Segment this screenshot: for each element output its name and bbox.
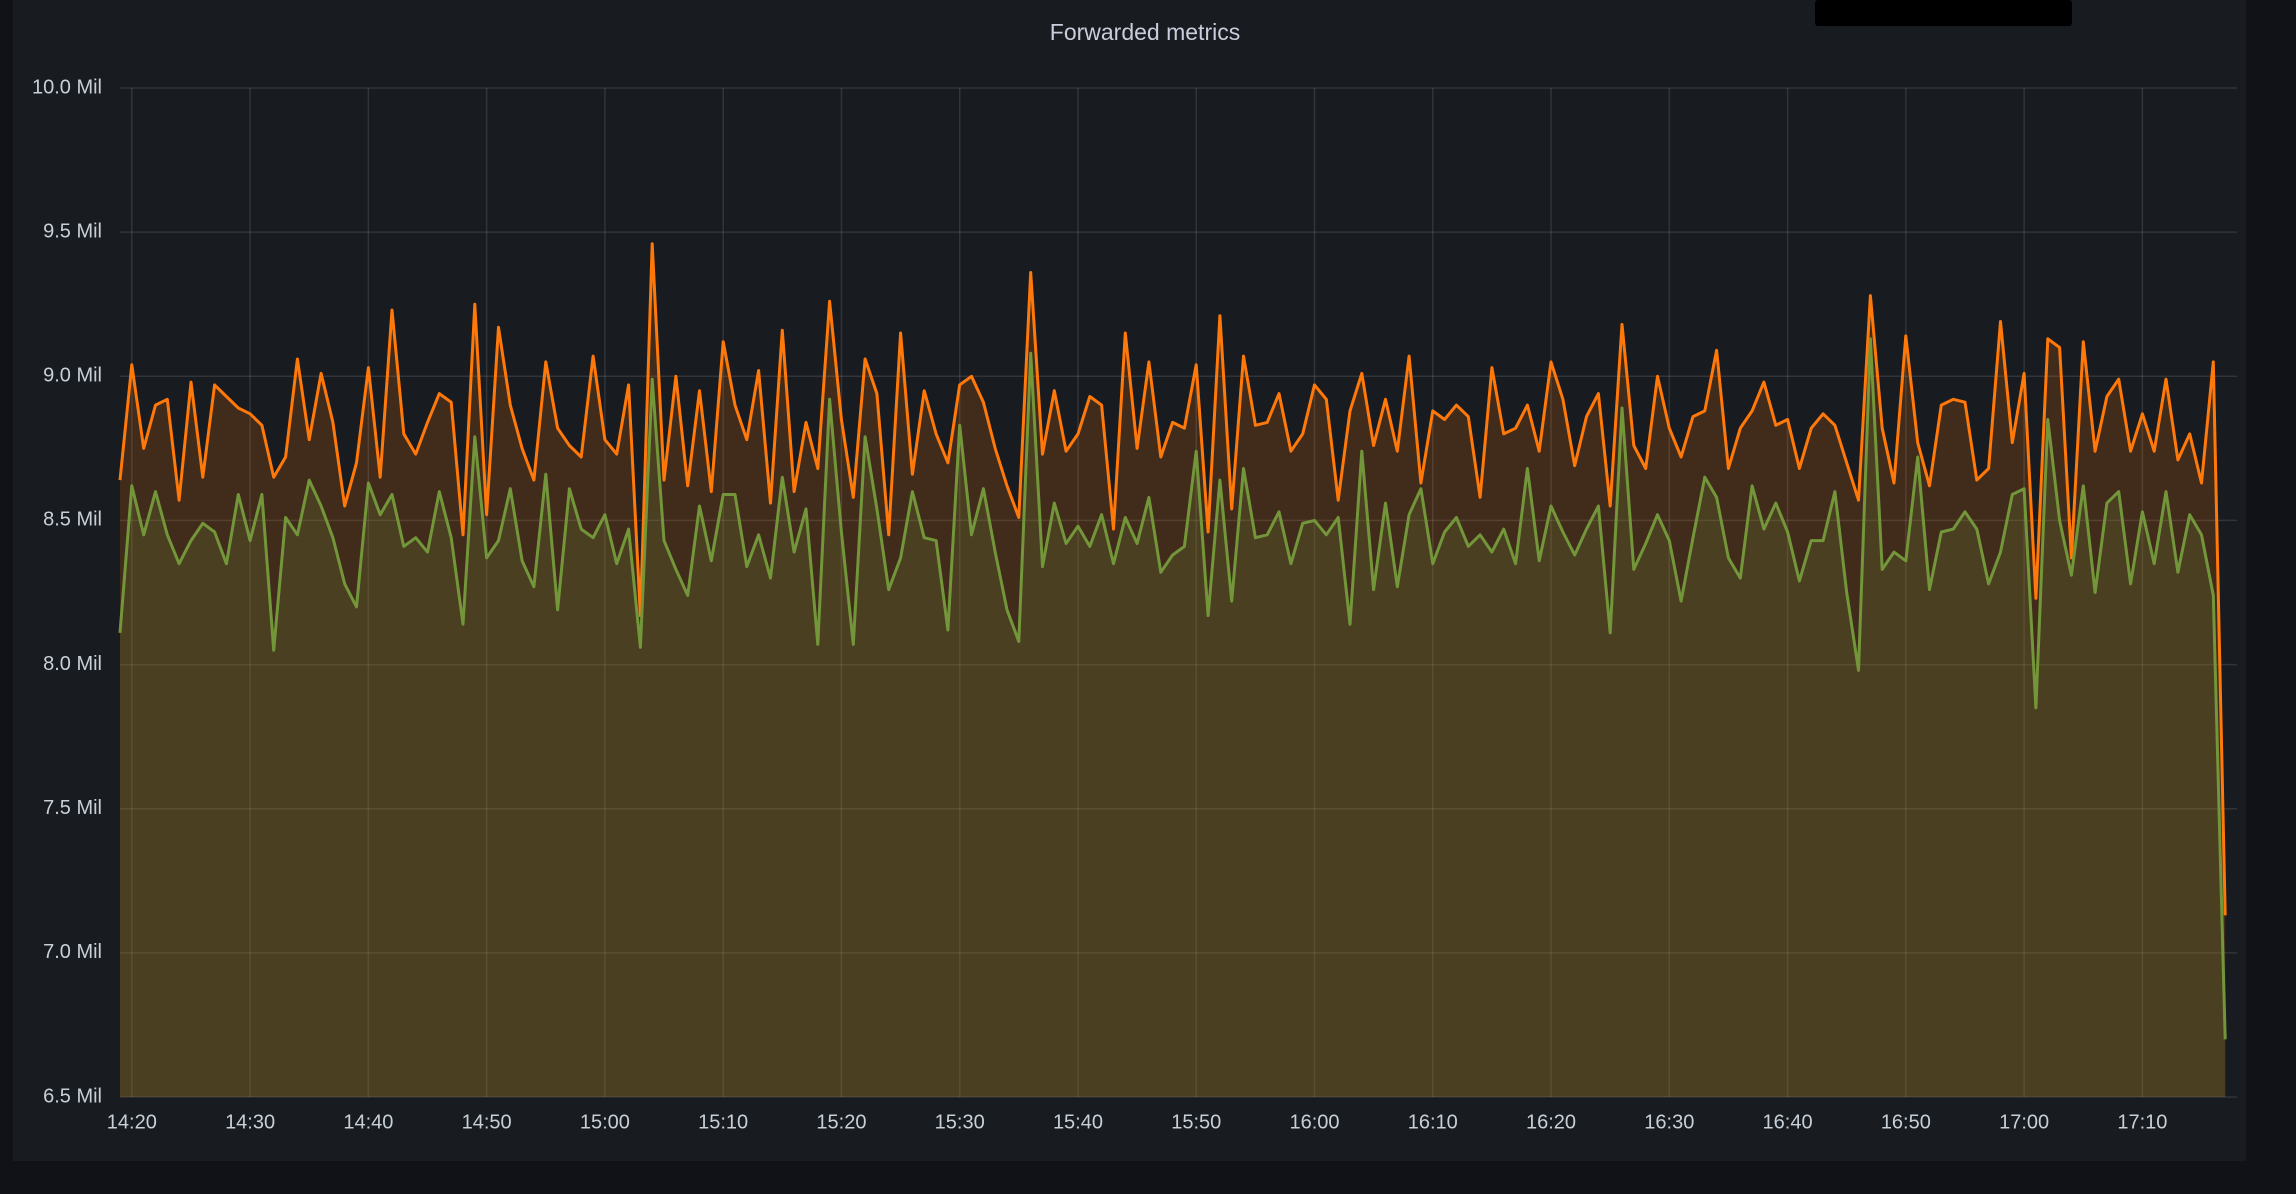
y-tick-label: 9.0 Mil (43, 365, 102, 387)
x-tick-label: 16:30 (1644, 1111, 1694, 1133)
x-tick-label: 17:10 (2117, 1111, 2167, 1133)
series-line (118, 337, 2227, 1040)
y-tick-label: 8.5 Mil (43, 509, 102, 531)
x-tick-label: 14:40 (343, 1111, 393, 1133)
y-tick-label: 6.5 Mil (43, 1085, 102, 1107)
x-tick-label: 16:50 (1881, 1111, 1931, 1133)
y-tick-label: 7.5 Mil (43, 797, 102, 819)
y-tick-label: 7.0 Mil (43, 941, 102, 963)
y-tick-label: 10.0 Mil (32, 76, 102, 98)
x-tick-label: 16:10 (1408, 1111, 1458, 1133)
plot-area (118, 242, 2227, 1097)
x-tick-label: 15:20 (816, 1111, 866, 1133)
x-tick-label: 15:00 (580, 1111, 630, 1133)
x-tick-label: 14:20 (107, 1111, 157, 1133)
x-tick-label: 15:50 (1171, 1111, 1221, 1133)
x-tick-label: 14:50 (462, 1111, 512, 1133)
series-line (118, 242, 2227, 916)
y-tick-label: 8.0 Mil (43, 653, 102, 675)
tooltip (1815, 0, 2072, 26)
chart-title: Forwarded metrics (1050, 19, 1240, 45)
grid (120, 87, 2237, 1098)
panel (13, 0, 2246, 1161)
x-tick-label: 14:30 (225, 1111, 275, 1133)
x-tick-label: 16:40 (1763, 1111, 1813, 1133)
x-tick-label: 16:20 (1526, 1111, 1576, 1133)
y-tick-label: 9.5 Mil (43, 220, 102, 242)
x-tick-label: 16:00 (1289, 1111, 1339, 1133)
x-tick-label: 15:10 (698, 1111, 748, 1133)
x-tick-label: 15:40 (1053, 1111, 1103, 1133)
x-tick-label: 15:30 (935, 1111, 985, 1133)
x-tick-label: 17:00 (1999, 1111, 2049, 1133)
